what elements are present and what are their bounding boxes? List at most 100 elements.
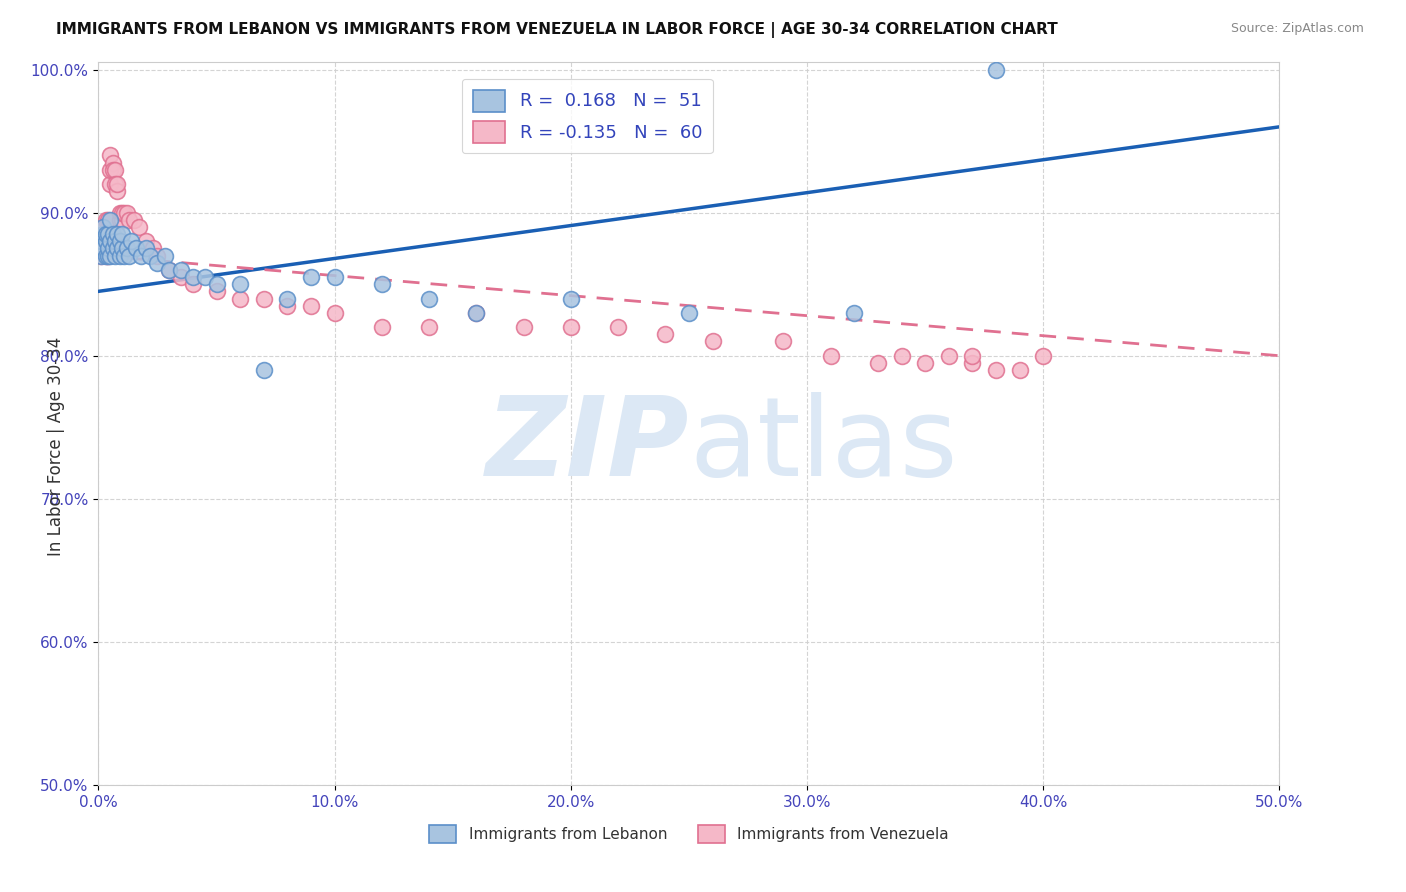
Point — [98, 249, 121, 263]
Point — [91, 219, 114, 234]
Point — [104, 162, 127, 177]
Point — [170, 270, 193, 285]
Point — [146, 249, 169, 263]
Point — [146, 256, 169, 270]
Point — [105, 184, 128, 198]
Point — [104, 234, 127, 248]
Point — [465, 306, 488, 320]
Point — [135, 242, 157, 256]
Point — [229, 292, 252, 306]
Point — [205, 285, 228, 299]
Point — [104, 249, 127, 263]
Point — [101, 155, 124, 169]
Point — [122, 212, 145, 227]
Point — [97, 227, 120, 241]
Point — [112, 249, 135, 263]
Point — [129, 249, 152, 263]
Point — [844, 306, 866, 320]
Point — [371, 277, 394, 292]
Point — [418, 320, 440, 334]
Point — [108, 234, 131, 248]
Point — [253, 292, 276, 306]
Point — [108, 249, 131, 263]
Point — [299, 270, 322, 285]
Point — [90, 249, 112, 263]
Point — [371, 320, 394, 334]
Text: Source: ZipAtlas.com: Source: ZipAtlas.com — [1230, 22, 1364, 36]
Point — [465, 306, 488, 320]
Point — [105, 227, 128, 241]
Point — [560, 320, 582, 334]
Point — [205, 277, 228, 292]
Point — [125, 242, 148, 256]
Point — [678, 306, 700, 320]
Point — [560, 292, 582, 306]
Text: atlas: atlas — [689, 392, 957, 499]
Point — [153, 249, 176, 263]
Point — [111, 212, 134, 227]
Point — [98, 177, 121, 191]
Point — [181, 277, 204, 292]
Text: In Labor Force | Age 30-34: In Labor Force | Age 30-34 — [48, 336, 65, 556]
Point — [90, 234, 112, 248]
Point — [170, 263, 193, 277]
Point — [94, 249, 117, 263]
Point — [98, 234, 121, 248]
Point — [108, 205, 131, 219]
Point — [276, 299, 298, 313]
Point — [962, 349, 984, 363]
Point — [253, 363, 276, 377]
Point — [91, 227, 114, 241]
Point — [118, 212, 141, 227]
Point — [91, 219, 114, 234]
Point — [938, 349, 960, 363]
Point — [94, 227, 117, 241]
Point — [97, 242, 120, 256]
Point — [866, 356, 889, 370]
Point — [97, 249, 120, 263]
Point — [111, 227, 134, 241]
Point — [135, 234, 157, 248]
Point — [194, 270, 217, 285]
Point — [97, 212, 120, 227]
Point — [1008, 363, 1031, 377]
Point — [181, 270, 204, 285]
Point — [984, 62, 1007, 77]
Point — [115, 205, 138, 219]
Point — [914, 356, 936, 370]
Point — [98, 148, 121, 162]
Point — [104, 177, 127, 191]
Point — [984, 363, 1007, 377]
Point — [101, 227, 124, 241]
Point — [97, 242, 120, 256]
Point — [90, 249, 112, 263]
Point — [229, 277, 252, 292]
Point — [772, 334, 794, 349]
Point — [90, 234, 112, 248]
Point — [105, 242, 128, 256]
Point — [112, 205, 135, 219]
Point — [299, 299, 322, 313]
Point — [121, 234, 143, 248]
Point — [91, 227, 114, 241]
Point — [962, 356, 984, 370]
Point — [820, 349, 842, 363]
Point — [101, 162, 124, 177]
Point — [101, 242, 124, 256]
Point — [115, 242, 138, 256]
Point — [111, 242, 134, 256]
Point — [1032, 349, 1054, 363]
Point — [157, 263, 180, 277]
Point — [654, 327, 676, 342]
Point — [94, 234, 117, 248]
Point — [118, 249, 141, 263]
Point — [108, 212, 131, 227]
Point — [94, 249, 117, 263]
Point — [111, 205, 134, 219]
Point — [142, 242, 165, 256]
Point — [890, 349, 912, 363]
Point — [157, 263, 180, 277]
Point — [139, 249, 162, 263]
Point — [702, 334, 724, 349]
Point — [94, 234, 117, 248]
